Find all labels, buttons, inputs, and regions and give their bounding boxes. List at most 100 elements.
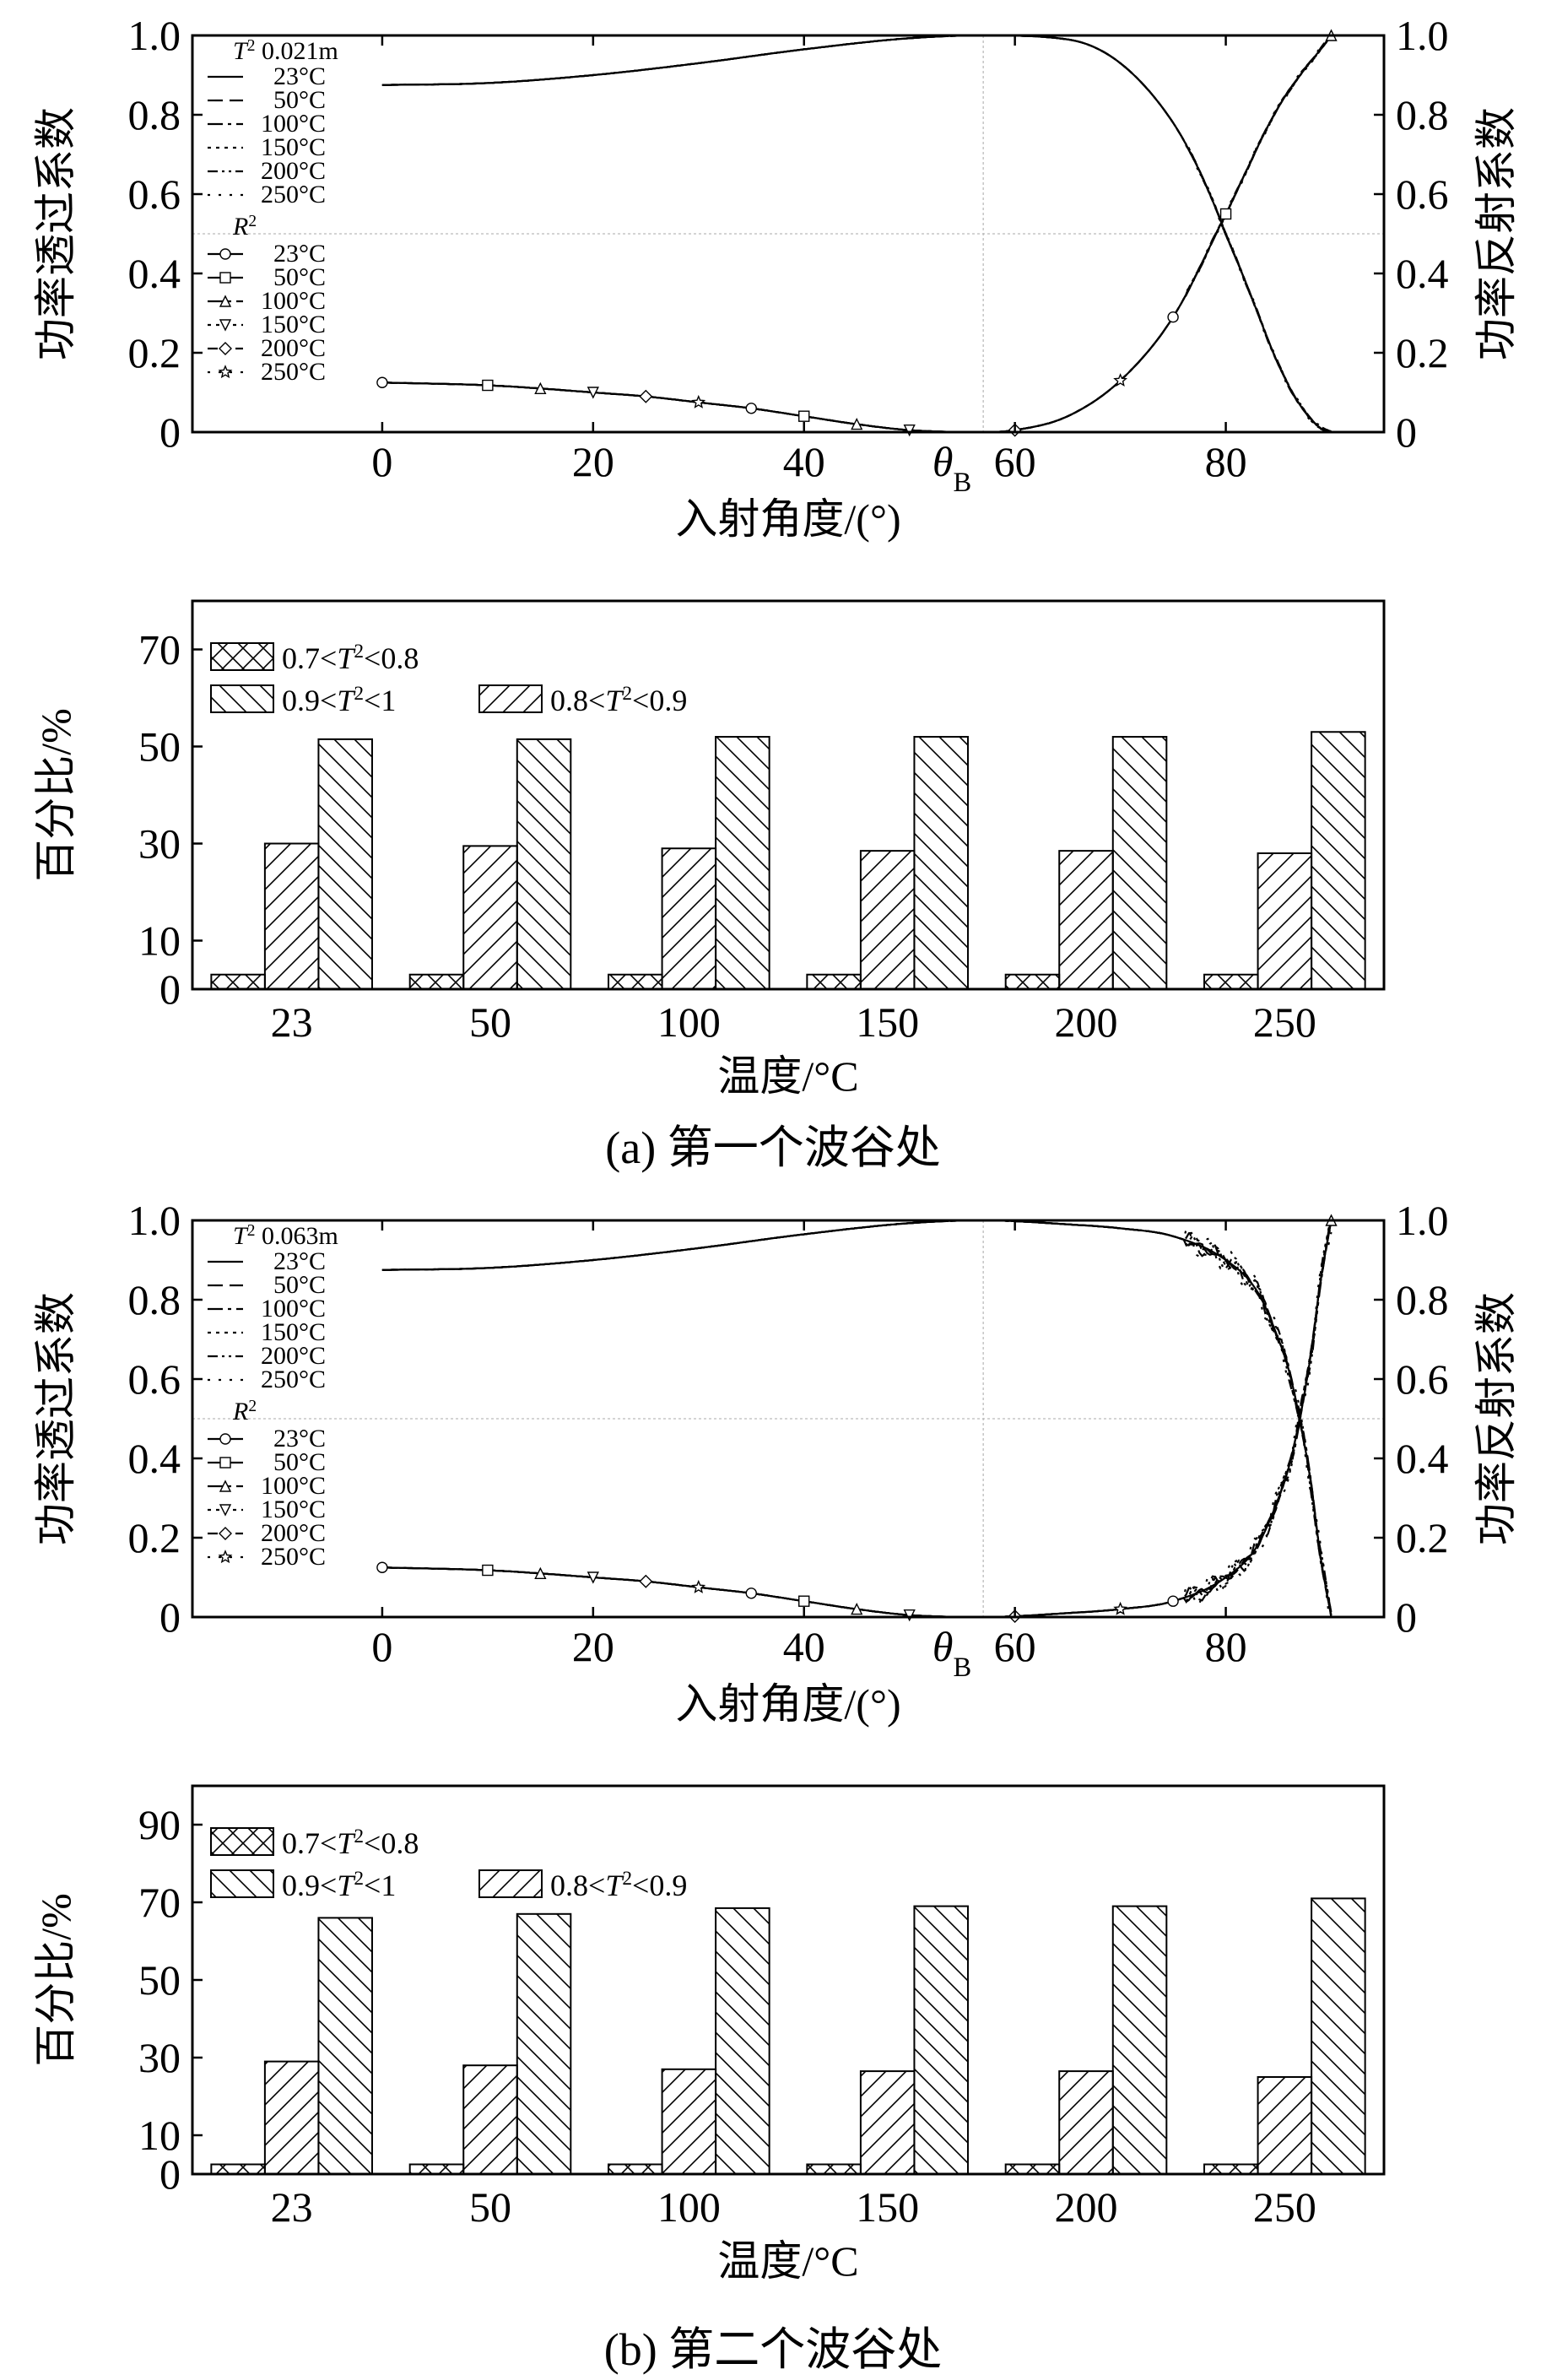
y-tick-label-left: 0.6 <box>128 170 181 218</box>
y-axis-label: 百分比/% <box>32 1893 79 2067</box>
legend-swatch <box>210 684 274 713</box>
legend-r-entry: 50°C <box>273 263 326 291</box>
brewster-angle-label: θB <box>932 438 971 498</box>
reflection-marker <box>1167 1595 1179 1607</box>
bar-07-08 <box>408 2163 465 2175</box>
legend-r-entry: 150°C <box>261 1496 326 1523</box>
y-tick-label: 70 <box>138 1879 181 1926</box>
legend-marker <box>219 319 232 332</box>
legend-marker <box>219 248 231 260</box>
legend-t-entry: 200°C <box>261 1342 326 1370</box>
bar-07-08 <box>210 2163 266 2175</box>
reflection-marker <box>1113 1601 1128 1615</box>
legend-marker <box>219 342 232 355</box>
legend-r-entry: 23°C <box>273 1425 326 1452</box>
bar-07-08 <box>608 2163 663 2175</box>
legend-r-entry: 150°C <box>261 311 326 338</box>
legend-r-entry: 50°C <box>273 1448 326 1476</box>
bar-07-08 <box>806 973 862 990</box>
bar-09-1 <box>1311 1897 1366 2175</box>
legend-marker <box>218 365 233 379</box>
reflection-curve <box>381 36 1332 434</box>
y-axis-label-left: 功率透过系数 <box>32 107 79 360</box>
bar-09-1 <box>516 738 572 990</box>
x-tick-label: 20 <box>572 1623 614 1670</box>
x-tick-label: 23 <box>271 998 313 1046</box>
legend-marker <box>219 1433 231 1445</box>
legend: T2 0.063m23°C50°C100°C150°C200°C250°CR22… <box>208 1222 338 1571</box>
legend-r-entry: 23°C <box>273 240 326 268</box>
bar-09-1 <box>715 1907 770 2175</box>
transmission-curve <box>381 34 1332 434</box>
legend-t-entry: 100°C <box>261 1295 326 1323</box>
legend-marker <box>219 1479 232 1492</box>
legend-swatch <box>210 642 274 671</box>
bar-07-08 <box>806 2163 862 2175</box>
y-axis-label-right: 功率反射系数 <box>1473 107 1520 360</box>
y-tick-label: 10 <box>138 917 181 965</box>
y-tick-label-left: 0 <box>159 408 181 456</box>
y-tick-label: 90 <box>138 1801 181 1848</box>
reflection-marker <box>691 394 706 408</box>
legend-r-entry: 250°C <box>261 358 326 386</box>
bar-09-1 <box>317 738 373 990</box>
reflection-marker <box>639 1574 653 1588</box>
y-tick-label-left: 1.0 <box>128 1197 181 1244</box>
legend-swatch <box>478 684 543 713</box>
legend-label: 0.8<T2<0.9 <box>550 683 687 717</box>
x-tick-label: 50 <box>469 2183 511 2231</box>
a-bottom-panel: 23 50 100 150 200 250 010 30 50 70 温度/°C 百分比/% 0.7<T… <box>32 599 1386 1100</box>
legend: T2 0.021m23°C50°C100°C150°C200°C250°CR22… <box>208 37 338 386</box>
y-tick-label-left: 0.2 <box>128 1514 181 1561</box>
x-tick-label: 60 <box>994 1623 1036 1670</box>
x-tick-label: 50 <box>469 998 511 1046</box>
x-tick-label: 20 <box>572 438 614 485</box>
bar-07-08 <box>608 973 663 990</box>
legend-r-title: R2 <box>232 213 257 241</box>
y-tick-label-left: 0.6 <box>128 1355 181 1403</box>
reflection-marker <box>376 1561 388 1573</box>
legend-t-entry: 50°C <box>273 86 326 114</box>
x-tick-label: 0 <box>371 1623 392 1670</box>
legend-swatch <box>210 1827 274 1856</box>
y-tick-label-right: 0.2 <box>1396 329 1449 376</box>
bar-08-09 <box>661 847 717 990</box>
legend: 0.7<T2<0.8 0.9<T2<1 0.8<T2<0.9 <box>210 1826 687 1902</box>
legend-r-entry: 100°C <box>261 1472 326 1500</box>
bar-09-1 <box>516 1912 572 2176</box>
y-tick-label-right: 0.6 <box>1396 1355 1449 1403</box>
bar-07-08 <box>210 973 266 990</box>
transmission-curve <box>381 1219 1332 1615</box>
bar-09-1 <box>1111 1905 1168 2176</box>
legend-t-entry: 100°C <box>261 110 326 138</box>
y-tick-label-right: 0.6 <box>1396 170 1449 218</box>
y-tick-label-right: 1.0 <box>1396 12 1449 59</box>
legend-label: 0.9<T2<1 <box>282 1868 396 1902</box>
legend-swatch <box>478 1869 543 1898</box>
reflection-marker <box>745 403 757 414</box>
legend-marker <box>218 1550 233 1564</box>
x-tick-label: 250 <box>1253 2183 1316 2231</box>
x-axis-label: 温度/°C <box>717 2237 858 2285</box>
x-tick-label: 80 <box>1205 438 1247 485</box>
bar-08-09 <box>1257 852 1313 990</box>
plot-frame <box>191 599 1386 991</box>
y-axis-label-right: 功率反射系数 <box>1473 1292 1520 1545</box>
y-tick-label-right: 0.4 <box>1396 250 1449 297</box>
legend-label: 0.8<T2<0.9 <box>550 1868 687 1902</box>
bar-08-09 <box>263 842 320 990</box>
y-tick-label: 30 <box>138 2034 181 2081</box>
bar-08-09 <box>859 850 916 990</box>
y-tick-label: 50 <box>138 723 181 771</box>
transmission-curve <box>381 1219 1332 1616</box>
legend-label: 0.7<T2<0.8 <box>282 641 419 675</box>
x-tick-label: 40 <box>783 1623 825 1670</box>
y-tick-label: 0 <box>159 966 181 1013</box>
legend-t-entry: 150°C <box>261 1318 326 1346</box>
bar-08-09 <box>1058 2070 1114 2176</box>
legend-swatch <box>210 1869 274 1898</box>
reflection-marker <box>903 1609 916 1622</box>
y-tick-label-right: 0 <box>1396 408 1417 456</box>
x-tick-label: 80 <box>1205 1623 1247 1670</box>
